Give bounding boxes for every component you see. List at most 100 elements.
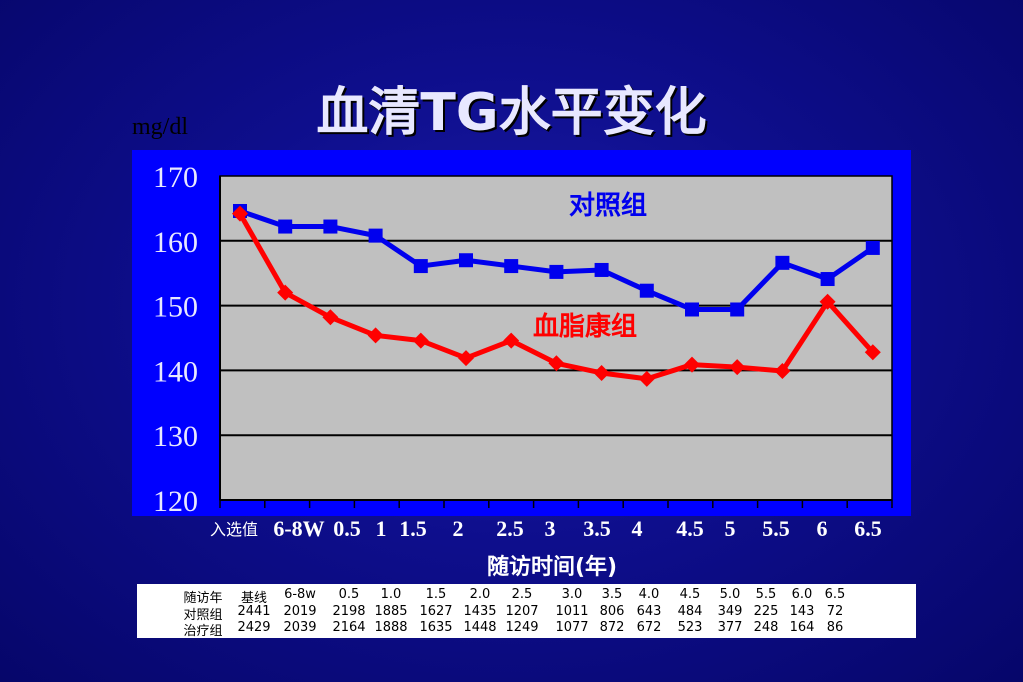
x-tick-label: 2.5	[496, 516, 524, 541]
data-point	[413, 259, 428, 274]
x-tick-label: 6.5	[854, 516, 882, 541]
table-row: 对照组 2441 2019 2198 1885 1627 1435 1207 1011 806 64…	[137, 603, 916, 623]
table-header-cell: 1.0	[380, 587, 402, 602]
table-header-cell: 3.0	[561, 587, 583, 602]
data-point	[864, 344, 881, 361]
table-cell: 1011	[555, 603, 589, 619]
y-tick-label: 160	[153, 226, 198, 259]
table-header-cell: 4.5	[679, 587, 701, 602]
x-tick-label: 入选值	[210, 520, 258, 539]
data-point	[819, 293, 836, 310]
data-point	[504, 259, 519, 274]
series-label-treatment: 血脂康组	[533, 311, 637, 342]
table-header-cell: 0.5	[338, 587, 360, 602]
table-cell: 164	[789, 620, 815, 635]
data-point	[593, 364, 610, 381]
y-tick-label: 130	[153, 420, 198, 453]
data-point	[549, 264, 564, 279]
data-point	[775, 255, 790, 270]
table-cell: 对照组	[183, 607, 223, 623]
data-point	[638, 370, 655, 387]
table-cell: 1207	[505, 603, 539, 619]
table-cell: 143	[789, 603, 815, 619]
y-tick-label: 140	[153, 355, 198, 388]
table-cell: 治疗组	[183, 624, 223, 639]
table-cell: 2019	[283, 603, 317, 619]
data-point	[639, 283, 654, 298]
table-header-cell: 5.0	[719, 587, 741, 602]
table-header-cell: 随访年	[183, 591, 223, 606]
table-cell: 1888	[374, 620, 408, 635]
data-point	[820, 272, 835, 287]
table-header-cell: 2.0	[469, 587, 491, 602]
table-cell: 643	[636, 603, 662, 619]
tg-line-chart: 120 130 140 150 160 170 入选值 6-8W 0.5 1 1.5 2 2.5 3 3.5…	[132, 150, 911, 580]
data-point	[278, 219, 293, 234]
x-tick-label: 3	[545, 516, 556, 541]
table-cell: 377	[717, 620, 743, 635]
table-cell: 523	[677, 620, 703, 635]
series-label-control: 对照组	[569, 190, 647, 221]
data-point	[548, 355, 565, 372]
table-row: 治疗组 2429 2039 2164 1888 1635 1448 1249 1077 872 67…	[137, 620, 916, 639]
table-cell: 672	[636, 620, 662, 635]
data-point	[232, 205, 248, 222]
table-cell: 1448	[463, 620, 497, 635]
x-tick-label: 4.5	[676, 516, 704, 541]
x-tick-label: 6	[817, 516, 828, 541]
x-tick-label: 1.5	[399, 516, 427, 541]
x-tick-label: 0.5	[333, 516, 361, 541]
x-tick-label: 5	[725, 516, 736, 541]
x-tick-label: 4	[632, 516, 643, 541]
table-header-cell: 2.5	[511, 587, 533, 602]
x-tick-label: 2	[453, 516, 464, 541]
table-cell: 2441	[237, 603, 271, 619]
table-header-cell: 3.5	[601, 587, 623, 602]
table-cell: 1249	[505, 620, 539, 635]
table-cell: 349	[717, 603, 743, 619]
table-cell: 2164	[332, 620, 366, 635]
table-cell: 1635	[419, 620, 453, 635]
table-cell: 225	[753, 603, 779, 619]
table-cell: 2039	[283, 620, 317, 635]
x-tick-label: 6-8W	[273, 516, 324, 541]
sample-size-table: 随访年 基线 6-8w 0.5 1.0 1.5 2.0 2.5 3.0 3.5 4.0 4.5 5.0 5…	[137, 584, 916, 639]
data-point	[729, 359, 746, 376]
table-cell: 872	[599, 620, 625, 635]
data-point	[865, 240, 880, 255]
table-cell: 1077	[555, 620, 589, 635]
data-point	[368, 228, 383, 243]
table-header-cell: 6.0	[791, 587, 813, 602]
table-header-cell: 6.5	[824, 587, 846, 602]
table-header-row: 随访年 基线 6-8w 0.5 1.0 1.5 2.0 2.5 3.0 3.5 4.0 4.5 5.0 5…	[137, 587, 916, 606]
data-point	[730, 302, 745, 317]
data-point	[774, 363, 791, 380]
data-point	[367, 327, 384, 344]
table-cell: 86	[826, 620, 844, 635]
data-point	[459, 253, 473, 268]
data-point	[503, 332, 520, 349]
x-axis-title: 随访时间(年)	[487, 554, 617, 580]
data-point	[412, 332, 429, 349]
table-header-cell: 5.5	[755, 587, 777, 602]
x-tick-label: 3.5	[583, 516, 611, 541]
data-point	[594, 262, 609, 277]
x-tick-label: 5.5	[762, 516, 790, 541]
table-header-cell: 4.0	[638, 587, 660, 602]
x-tick-label: 1	[376, 516, 387, 541]
slide-title: 血清TG水平变化	[316, 83, 707, 143]
table-cell: 1885	[374, 603, 408, 619]
table-cell: 72	[826, 603, 844, 619]
table-cell: 2198	[332, 603, 366, 619]
table-cell: 484	[677, 603, 703, 619]
data-point	[322, 309, 339, 326]
table-cell: 1627	[419, 603, 453, 619]
table-cell: 806	[599, 603, 625, 619]
table-cell: 1435	[463, 603, 497, 619]
table-cell: 2429	[237, 620, 271, 635]
data-point	[685, 302, 699, 317]
y-tick-label: 170	[153, 161, 198, 194]
data-point	[277, 284, 294, 301]
data-point	[684, 356, 700, 373]
y-tick-label: 120	[153, 485, 198, 518]
